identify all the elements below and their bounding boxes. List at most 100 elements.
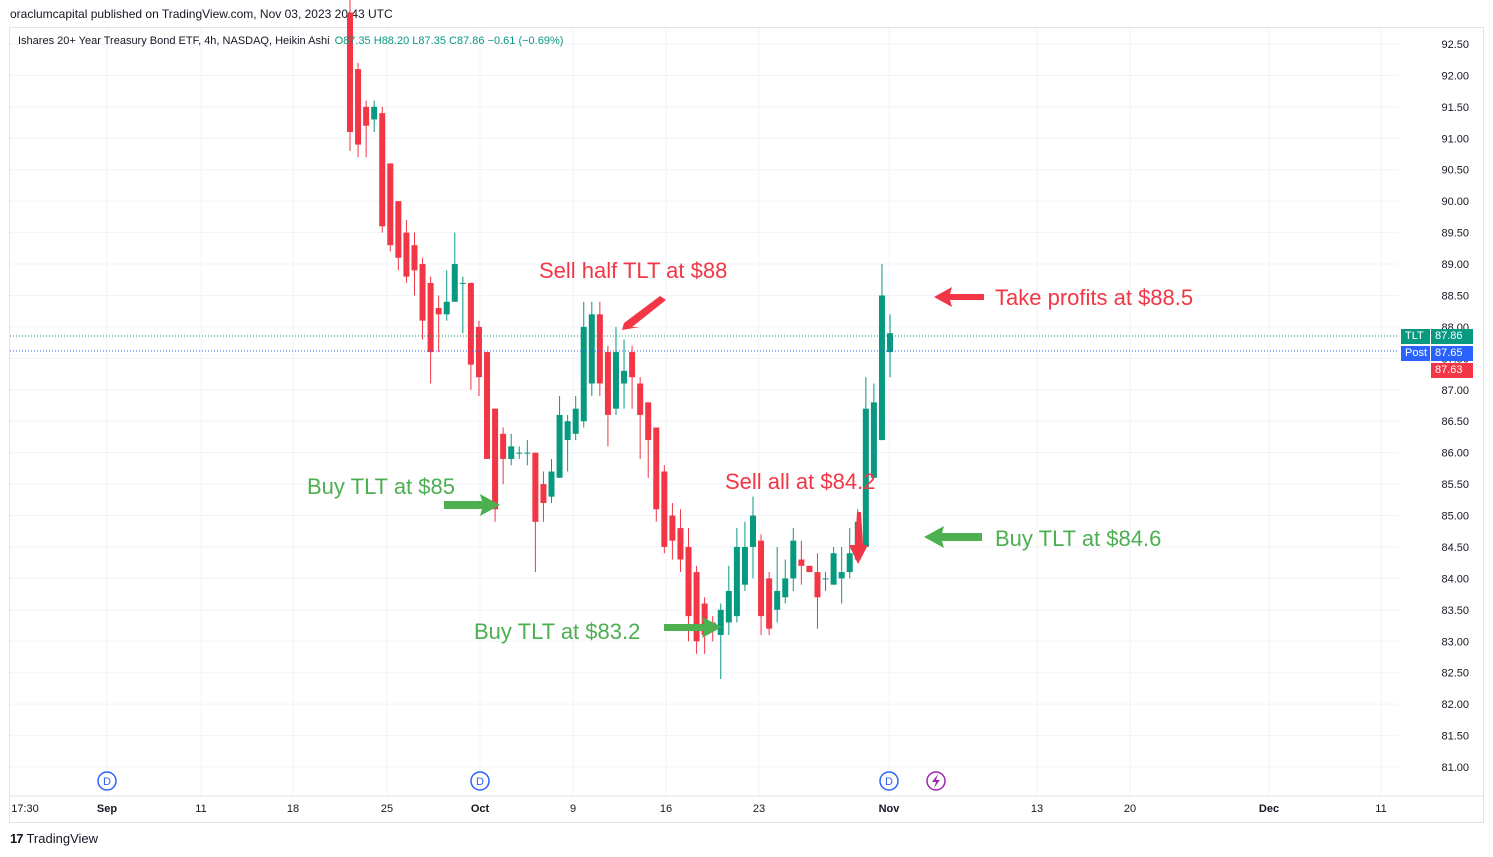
candle [637,377,644,459]
annotation-arrow [849,512,868,564]
candle-body [878,295,885,441]
x-tick-label: 11 [195,803,206,815]
candle [878,264,885,441]
candle [733,528,740,623]
annotation-arrow [934,287,984,307]
dividend-event-marker[interactable]: D [470,771,490,791]
close-value: C87.86 [449,35,485,47]
candle-body [379,113,386,227]
grid [10,28,1398,796]
candle [750,496,756,579]
candle [814,553,821,629]
candle [653,427,660,522]
candle [604,345,611,447]
candle-body [766,578,773,629]
candle [347,0,353,151]
y-tick-label: 92.00 [1441,70,1469,82]
candle [790,528,797,591]
candle-body [467,282,474,365]
candle [782,559,789,604]
candle-body [677,528,684,560]
candle [806,565,813,573]
candle [564,414,571,472]
candle [435,295,442,353]
y-tick-label: 82.50 [1441,668,1469,680]
candle-body [758,540,765,617]
tradingview-brand[interactable]: 17 TradingView [10,831,98,846]
y-tick-label: 90.00 [1441,196,1469,208]
candle [612,326,619,415]
candle-body [459,282,466,284]
x-tick-label: Nov [879,803,901,815]
annotation-arrow [622,296,666,330]
price-lines [10,335,1398,352]
ohlc-values: O87.35 H88.20 L87.35 C87.86 −0.61 (−0.69… [335,35,564,47]
candle [580,301,587,428]
candle [766,572,773,635]
x-tick-label: Dec [1259,803,1279,815]
candle-body [693,572,700,642]
annotation-label: Sell all at $84.2 [725,469,875,494]
x-tick-label: 20 [1124,803,1136,815]
candle [677,509,684,573]
extra-price-value: 87.63 [1431,363,1473,378]
candle-body [774,590,781,610]
event-marker-label: D [476,776,484,788]
candle [419,257,426,340]
candle-body [451,264,458,302]
candle-body [870,402,877,478]
candle-body [596,314,603,384]
candle [629,345,636,409]
candle-body [621,370,628,384]
y-tick-label: 85.00 [1441,511,1469,523]
candle [532,452,539,573]
candle [484,352,491,459]
candle [693,565,700,654]
candle [870,383,877,478]
dividend-event-marker[interactable]: D [879,771,899,791]
candle [443,270,450,321]
chart-legend: Ishares 20+ Year Treasury Bond ETF, 4h, … [18,35,563,47]
brand-name: TradingView [26,831,99,846]
candle [363,100,370,158]
candle [459,276,466,334]
x-tick-label: Oct [471,803,490,815]
tradingview-logo-icon: 17 [10,831,24,846]
candle-body [822,578,829,580]
candle-body [395,201,402,258]
y-tick-label: 81.50 [1441,731,1469,743]
symbol-description: Ishares 20+ Year Treasury Bond ETF, 4h, … [18,35,330,47]
candle-body [419,264,426,321]
post-price-tag: Post [1401,346,1430,361]
dividend-event-marker[interactable]: D [97,771,117,791]
candle [838,546,845,604]
earnings-lightning-icon[interactable] [926,771,946,791]
chart-frame [9,27,1484,823]
x-tick-label: 13 [1031,803,1043,815]
x-tick-label: 23 [753,803,765,815]
x-axis-ticks: 17:30 Sep 11 18 25 Oct 9 16 23 Nov 13 20 Dec 11 [11,803,1386,815]
candle-body [524,452,531,454]
candle-body [403,232,410,277]
candle-body [830,553,837,585]
candle-body [347,12,353,133]
x-tick-label: 11 [1375,803,1386,815]
candle-body [427,282,434,353]
y-tick-label: 91.00 [1441,133,1469,145]
x-tick-label: 17:30 [11,803,39,815]
candle [717,603,724,679]
candle [403,220,410,283]
y-axis-ticks: 92.50 92.00 91.50 91.00 90.50 90.00 89.50 89.00… [1441,39,1469,774]
candle [371,100,378,133]
candle [725,565,732,635]
candle-body [588,314,595,384]
candle-body [838,572,845,579]
annotation-arrow [924,526,982,548]
y-tick-label: 84.50 [1441,542,1469,554]
candle-body [725,590,732,623]
post-price-value: 87.65 [1431,346,1473,361]
candle [621,339,628,409]
candle [887,314,894,378]
annotation-label: Buy TLT at $83.2 [474,619,640,644]
